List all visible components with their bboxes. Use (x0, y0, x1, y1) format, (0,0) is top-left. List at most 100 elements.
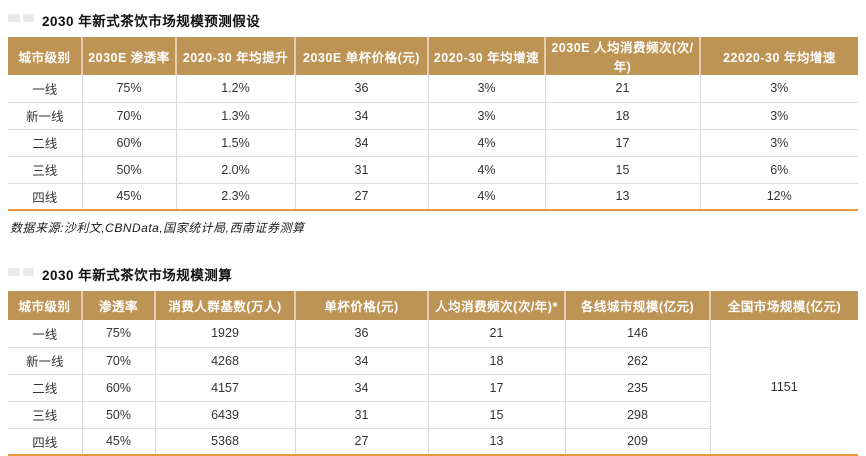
table-cell: 1.2% (175, 75, 295, 103)
table-cell: 18 (544, 102, 700, 130)
table-cell: 3% (699, 102, 858, 130)
table-cell: 1.3% (175, 102, 295, 130)
table-cell: 21 (544, 75, 700, 103)
table-row: 二线 60% 1.5% 34 4% 17 3% (8, 129, 858, 157)
table-cell: 6% (699, 156, 858, 184)
table-row: 二线 60% 4157 34 17 235 (8, 374, 858, 402)
faded-figure-label (8, 14, 34, 22)
table-cell: 146 (564, 320, 710, 348)
column-header: 城市级别 (8, 37, 82, 75)
table-cell: 4% (427, 183, 545, 210)
table-cell: 70% (81, 102, 176, 130)
table-cell: 70% (81, 347, 155, 375)
table-row: 四线 45% 2.3% 27 4% 13 12% (8, 183, 858, 210)
column-header: 消费人群基数(万人) (154, 291, 295, 320)
table-cell: 31 (294, 156, 428, 184)
table-cell: 4% (427, 156, 545, 184)
assumptions-table: 城市级别 2030E 渗透率 2020-30 年均提升 2030E 单杯价格(元… (8, 37, 858, 211)
table2-header-row: 城市级别 渗透率 消费人群基数(万人) 单杯价格(元) 人均消费频次(次/年)*… (8, 291, 858, 320)
table-cell: 27 (294, 428, 428, 455)
table-row: 三线 50% 6439 31 15 298 (8, 401, 858, 429)
column-header: 2020-30 年均提升 (175, 37, 295, 75)
column-header: 2020-30 年均增速 (427, 37, 545, 75)
table-cell: 34 (294, 347, 428, 375)
table-cell: 75% (81, 75, 176, 103)
table-cell: 60% (81, 129, 176, 157)
table-cell: 三线 (8, 156, 82, 184)
table1-title: 2030 年新式茶饮市场规模预测假设 (42, 14, 261, 29)
table-cell: 2.0% (175, 156, 295, 184)
table-cell: 15 (427, 401, 565, 429)
table-cell: 298 (564, 401, 710, 429)
column-header: 全国市场规模(亿元) (709, 291, 858, 320)
faded-figure-label (8, 268, 34, 276)
table2-title: 2030 年新式茶饮市场规模测算 (42, 268, 233, 283)
table-cell: 6439 (154, 401, 295, 429)
table-cell: 60% (81, 374, 155, 402)
column-header: 渗透率 (81, 291, 155, 320)
table-cell: 45% (81, 183, 176, 210)
table1-source-note: 数据来源:沙利文,CBNData,国家统计局,西南证券测算 (10, 221, 305, 235)
table-cell: 50% (81, 401, 155, 429)
table-cell: 34 (294, 102, 428, 130)
table-cell: 5368 (154, 428, 295, 455)
table-cell: 四线 (8, 428, 82, 455)
column-header: 2030E 单杯价格(元) (294, 37, 428, 75)
column-header: 2030E 渗透率 (81, 37, 176, 75)
table-cell: 4157 (154, 374, 295, 402)
table-cell: 75% (81, 320, 155, 348)
column-header: 单杯价格(元) (294, 291, 428, 320)
table-cell: 36 (294, 320, 428, 348)
table-cell: 3% (699, 75, 858, 103)
column-header: 城市级别 (8, 291, 82, 320)
column-header: 2030E 人均消费频次(次/年) (544, 37, 700, 75)
table-cell: 4% (427, 129, 545, 157)
table-cell: 34 (294, 374, 428, 402)
table-cell: 13 (427, 428, 565, 455)
table-cell: 一线 (8, 75, 82, 103)
calculation-table: 城市级别 渗透率 消费人群基数(万人) 单杯价格(元) 人均消费频次(次/年)*… (8, 291, 858, 456)
table-cell: 50% (81, 156, 176, 184)
table-cell: 二线 (8, 129, 82, 157)
national-market-size-cell: 1151 (709, 320, 858, 456)
table-cell: 27 (294, 183, 428, 210)
table-cell: 1.5% (175, 129, 295, 157)
table-cell: 235 (564, 374, 710, 402)
table-cell: 一线 (8, 320, 82, 348)
table-cell: 新一线 (8, 347, 82, 375)
column-header: 各线城市规模(亿元) (564, 291, 710, 320)
table-row: 一线 75% 1929 36 21 146 1151 (8, 320, 858, 456)
table-cell: 三线 (8, 401, 82, 429)
table-cell: 12% (699, 183, 858, 210)
table-row: 四线 45% 5368 27 13 209 (8, 428, 858, 455)
table-cell: 21 (427, 320, 565, 348)
calculation-section: 2030 年新式茶饮市场规模测算 城市级别 渗透率 消费人群基数(万人) 单杯价… (8, 264, 858, 456)
column-header: 22020-30 年均增速 (699, 37, 858, 75)
table-cell: 1929 (154, 320, 295, 348)
table1-header-row: 城市级别 2030E 渗透率 2020-30 年均提升 2030E 单杯价格(元… (8, 37, 858, 75)
table-cell: 15 (544, 156, 700, 184)
table-row: 新一线 70% 1.3% 34 3% 18 3% (8, 102, 858, 130)
table-cell: 2.3% (175, 183, 295, 210)
table-cell: 31 (294, 401, 428, 429)
table-cell: 4268 (154, 347, 295, 375)
assumptions-section: 2030 年新式茶饮市场规模预测假设 城市级别 2030E 渗透率 2020-3… (8, 10, 858, 236)
table-cell: 34 (294, 129, 428, 157)
table-cell: 45% (81, 428, 155, 455)
table-cell: 18 (427, 347, 565, 375)
table-cell: 209 (564, 428, 710, 455)
table-cell: 36 (294, 75, 428, 103)
table-row: 新一线 70% 4268 34 18 262 (8, 347, 858, 375)
table-cell: 262 (564, 347, 710, 375)
table-cell: 四线 (8, 183, 82, 210)
table-cell: 17 (544, 129, 700, 157)
table-cell: 3% (699, 129, 858, 157)
table-cell: 3% (427, 75, 545, 103)
table-row: 一线 75% 1.2% 36 3% 21 3% (8, 75, 858, 103)
table-cell: 新一线 (8, 102, 82, 130)
column-header: 人均消费频次(次/年)* (427, 291, 565, 320)
table-cell: 13 (544, 183, 700, 210)
table-cell: 3% (427, 102, 545, 130)
table-cell: 二线 (8, 374, 82, 402)
table-cell: 17 (427, 374, 565, 402)
